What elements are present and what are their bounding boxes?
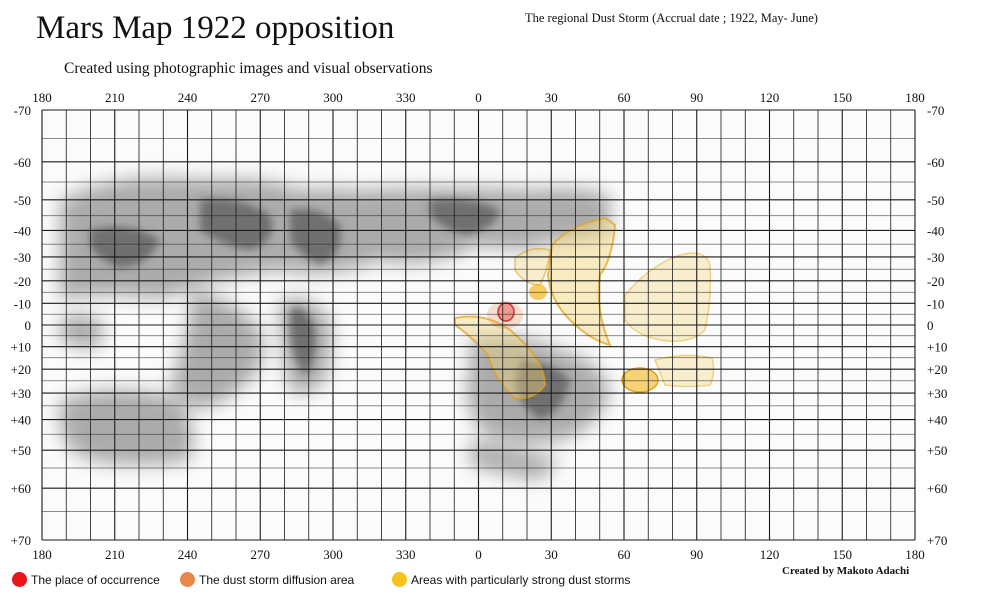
latitude-label: +50 (927, 443, 947, 458)
page-subtitle: Created using photographic images and vi… (64, 60, 433, 77)
longitude-label: 120 (760, 90, 780, 105)
albedo-shading (60, 177, 610, 480)
latitude-label: 0 (25, 318, 32, 333)
legend-strong-label: Areas with particularly strong dust stor… (411, 572, 631, 587)
longitude-labels-top: 180 210 240 270 300 330 0 30 60 90 120 150 180 (32, 90, 925, 105)
longitude-label: 0 (475, 90, 482, 105)
latitude-label: +10 (927, 340, 947, 355)
longitude-label: 210 (105, 90, 125, 105)
page-title: Mars Map 1922 opposition (36, 10, 395, 46)
dust-origin-point (497, 302, 515, 322)
latitude-label: +30 (11, 386, 31, 401)
longitude-label: 330 (396, 90, 416, 105)
grid-lines (41, 109, 916, 541)
dust-area-south (454, 315, 547, 400)
latitude-label: +10 (11, 340, 31, 355)
longitude-label: 240 (178, 90, 198, 105)
longitude-label: 330 (396, 547, 416, 562)
longitude-label: 0 (475, 547, 482, 562)
latitude-label: +30 (927, 386, 947, 401)
legend-occurrence-label: The place of occurrence (31, 572, 160, 587)
longitude-label: 180 (32, 90, 52, 105)
longitude-label: 150 (833, 547, 853, 562)
dust-area-southeast (653, 354, 715, 388)
longitude-label: 120 (760, 547, 780, 562)
dust-strong-2 (621, 367, 659, 393)
latitude-label: -20 (14, 274, 31, 289)
legend-diffusion: The dust storm diffusion area (180, 572, 354, 587)
latitude-label: -30 (927, 250, 944, 265)
legend-diffusion-swatch (180, 572, 195, 587)
longitude-label: 60 (618, 547, 631, 562)
latitude-label: +20 (927, 362, 947, 377)
latitude-label: -10 (14, 296, 31, 311)
latitude-labels-right: -70 -60 -50 -40 -30 -20 -10 0 +10 +20 +30 +40 +50 +60… (927, 103, 947, 548)
latitude-label: +60 (927, 481, 947, 496)
dust-storm-areas (454, 216, 715, 400)
longitude-labels-bottom: 180 210 240 270 300 330 0 30 60 90 120 150 180 (32, 547, 925, 562)
legend-occurrence: The place of occurrence (12, 572, 160, 587)
longitude-label: 90 (690, 90, 703, 105)
legend-strong-swatch (392, 572, 407, 587)
latitude-label: -40 (927, 223, 944, 238)
latitude-label: -50 (14, 193, 31, 208)
dust-area-west (514, 247, 551, 286)
longitude-label: 210 (105, 547, 125, 562)
latitude-label: 0 (927, 318, 934, 333)
longitude-label: 300 (323, 90, 343, 105)
latitude-label: -60 (927, 155, 944, 170)
latitude-label: -20 (927, 274, 944, 289)
longitude-label: 150 (833, 90, 853, 105)
longitude-label: 180 (905, 547, 925, 562)
longitude-label: 60 (618, 90, 631, 105)
latitude-label: +70 (11, 533, 31, 548)
longitude-label: 30 (545, 547, 558, 562)
latitude-label: -30 (14, 250, 31, 265)
latitude-label: +40 (11, 413, 31, 428)
longitude-label: 240 (178, 547, 198, 562)
latitude-labels-left: -70 -60 -50 -40 -30 -20 -10 0 +10 +20 +30 +40 +50 +60… (11, 103, 31, 548)
legend-strong: Areas with particularly strong dust stor… (392, 572, 630, 587)
longitude-label: 180 (32, 547, 52, 562)
latitude-label: +40 (927, 413, 947, 428)
credit-text: Created by Makoto Adachi (782, 565, 910, 577)
latitude-label: -50 (927, 193, 944, 208)
longitude-label: 270 (251, 90, 271, 105)
latitude-label: +70 (927, 533, 947, 548)
longitude-label: 30 (545, 90, 558, 105)
longitude-label: 180 (905, 90, 925, 105)
latitude-label: +20 (11, 362, 31, 377)
longitude-label: 90 (690, 547, 703, 562)
legend-diffusion-label: The dust storm diffusion area (199, 572, 355, 587)
latitude-label: -70 (14, 103, 31, 118)
latitude-label: -60 (14, 155, 31, 170)
latitude-label: -70 (927, 103, 944, 118)
latitude-label: +60 (11, 481, 31, 496)
legend-occurrence-swatch (12, 572, 27, 587)
latitude-label: +50 (11, 443, 31, 458)
longitude-label: 270 (251, 547, 271, 562)
latitude-label: -10 (927, 296, 944, 311)
storm-caption: The regional Dust Storm (Accrual date ; … (525, 11, 818, 25)
longitude-label: 300 (323, 547, 343, 562)
latitude-label: -40 (14, 223, 31, 238)
